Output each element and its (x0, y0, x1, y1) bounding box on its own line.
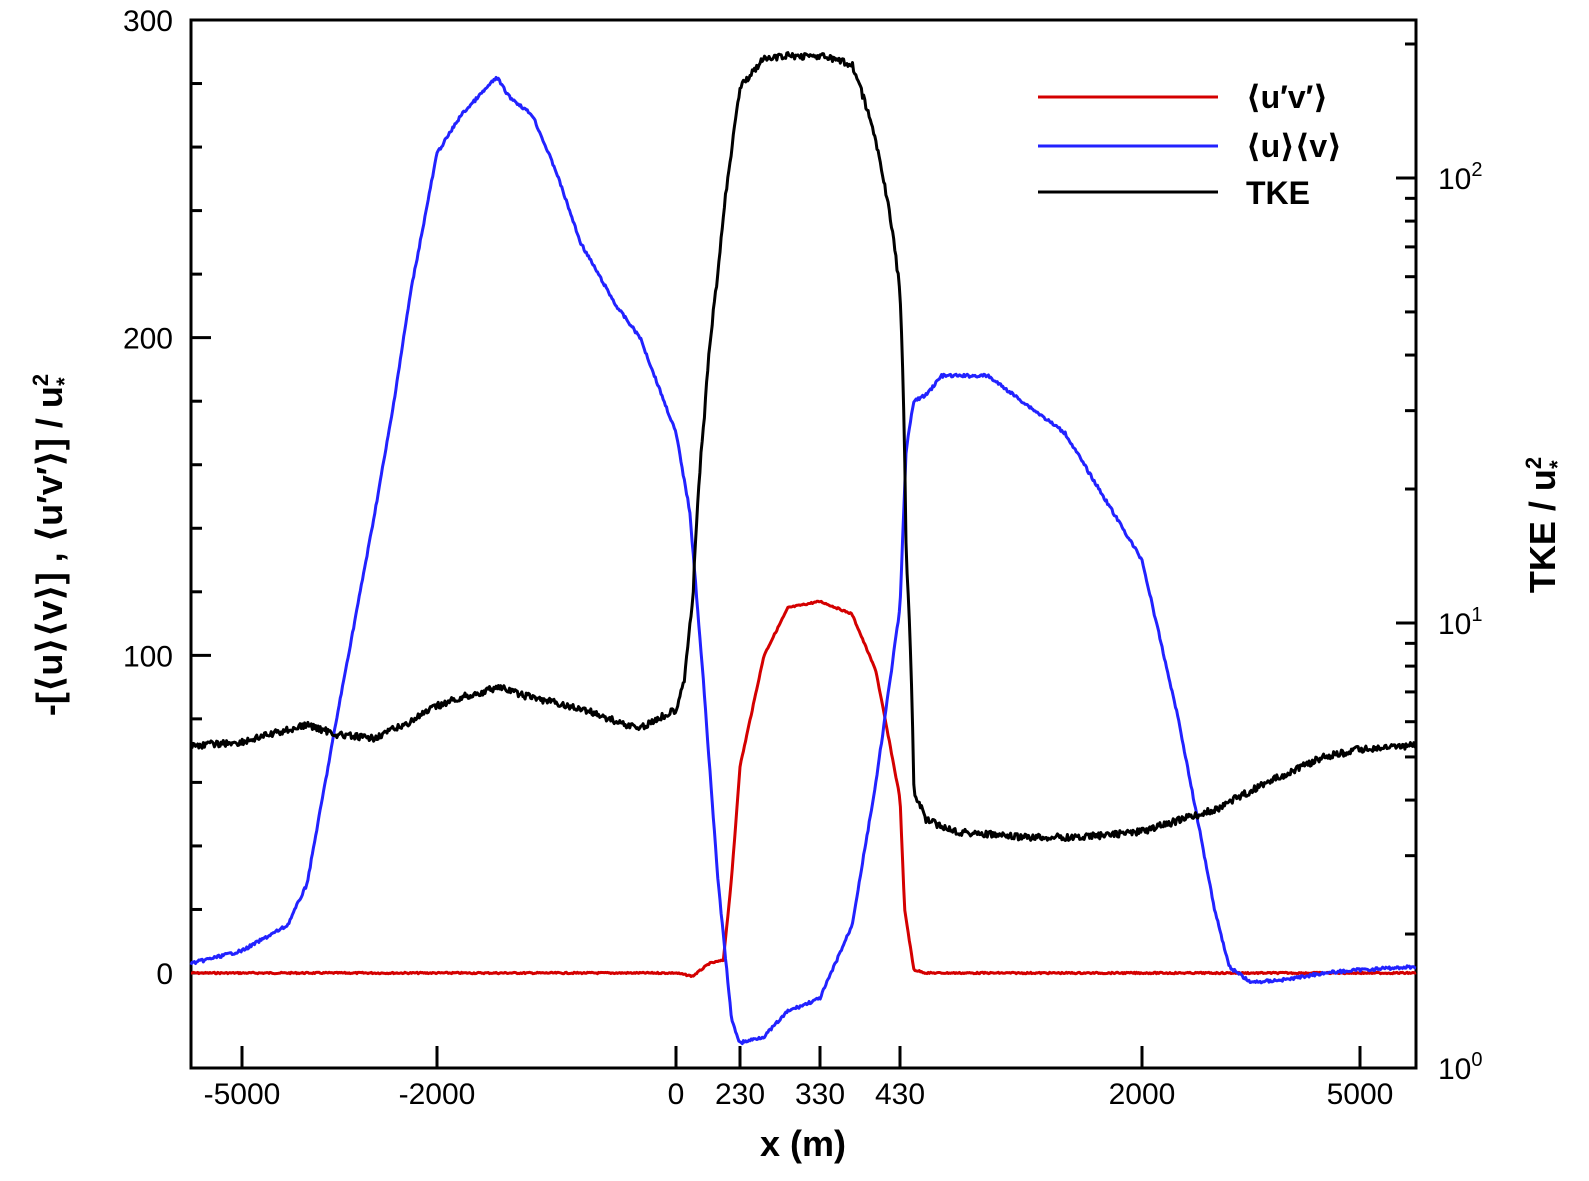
x-tick-label: 5000 (1327, 1078, 1394, 1111)
left-tick-label: 100 (123, 640, 173, 673)
right-tick-label: 101 (1438, 604, 1483, 641)
legend: ⟨u′v′⟩ ⟨u⟩⟨v⟩ TKE (1038, 79, 1342, 211)
right-tick-label: 100 (1438, 1049, 1483, 1086)
legend-label-uv-prime: ⟨u′v′⟩ (1246, 79, 1328, 115)
left-axis-title: -[⟨u⟩⟨v⟩] , ⟨u′v′⟩] / u2* (28, 374, 77, 716)
plot-frame (189, 18, 1418, 1070)
x-tick-label: 430 (875, 1078, 925, 1111)
legend-label-tke: TKE (1246, 175, 1310, 211)
left-tick-label: 0 (156, 958, 173, 991)
left-axis-title-sup: 2 (28, 374, 53, 386)
left-axis-ticks: 0 100 200 300 (123, 5, 211, 991)
right-tick-label: 102 (1438, 159, 1483, 196)
left-tick-label: 300 (123, 5, 173, 38)
x-tick-label: 230 (715, 1078, 765, 1111)
right-axis-ticks: 100 101 102 (1396, 42, 1483, 1086)
left-axis-title-sub: * (52, 377, 77, 386)
x-tick-label: 2000 (1109, 1078, 1176, 1111)
right-axis-title-main: TKE / u (1522, 469, 1563, 593)
series-u-v-line (189, 75, 1417, 1046)
series-tke-line (189, 51, 1418, 842)
series-uv-prime-line (190, 599, 1417, 978)
x-axis-title: x (m) (760, 1123, 846, 1164)
series-lines (189, 51, 1418, 1046)
right-axis-title: TKE / u2* (1521, 457, 1570, 593)
x-tick-label: 0 (668, 1078, 685, 1111)
left-tick-label: 200 (123, 323, 173, 356)
right-axis-title-sup: 2 (1521, 457, 1546, 469)
x-tick-label: 330 (795, 1078, 845, 1111)
x-axis-ticks: -5000 -2000 0 230 330 430 2000 5000 (204, 1046, 1394, 1111)
x-tick-label: -2000 (399, 1078, 476, 1111)
left-axis-title-main: -[⟨u⟩⟨v⟩] , ⟨u′v′⟩] / u (29, 386, 70, 716)
legend-label-u-v: ⟨u⟩⟨v⟩ (1246, 128, 1342, 164)
right-axis-title-sub: * (1545, 460, 1570, 469)
x-tick-label: -5000 (204, 1078, 281, 1111)
